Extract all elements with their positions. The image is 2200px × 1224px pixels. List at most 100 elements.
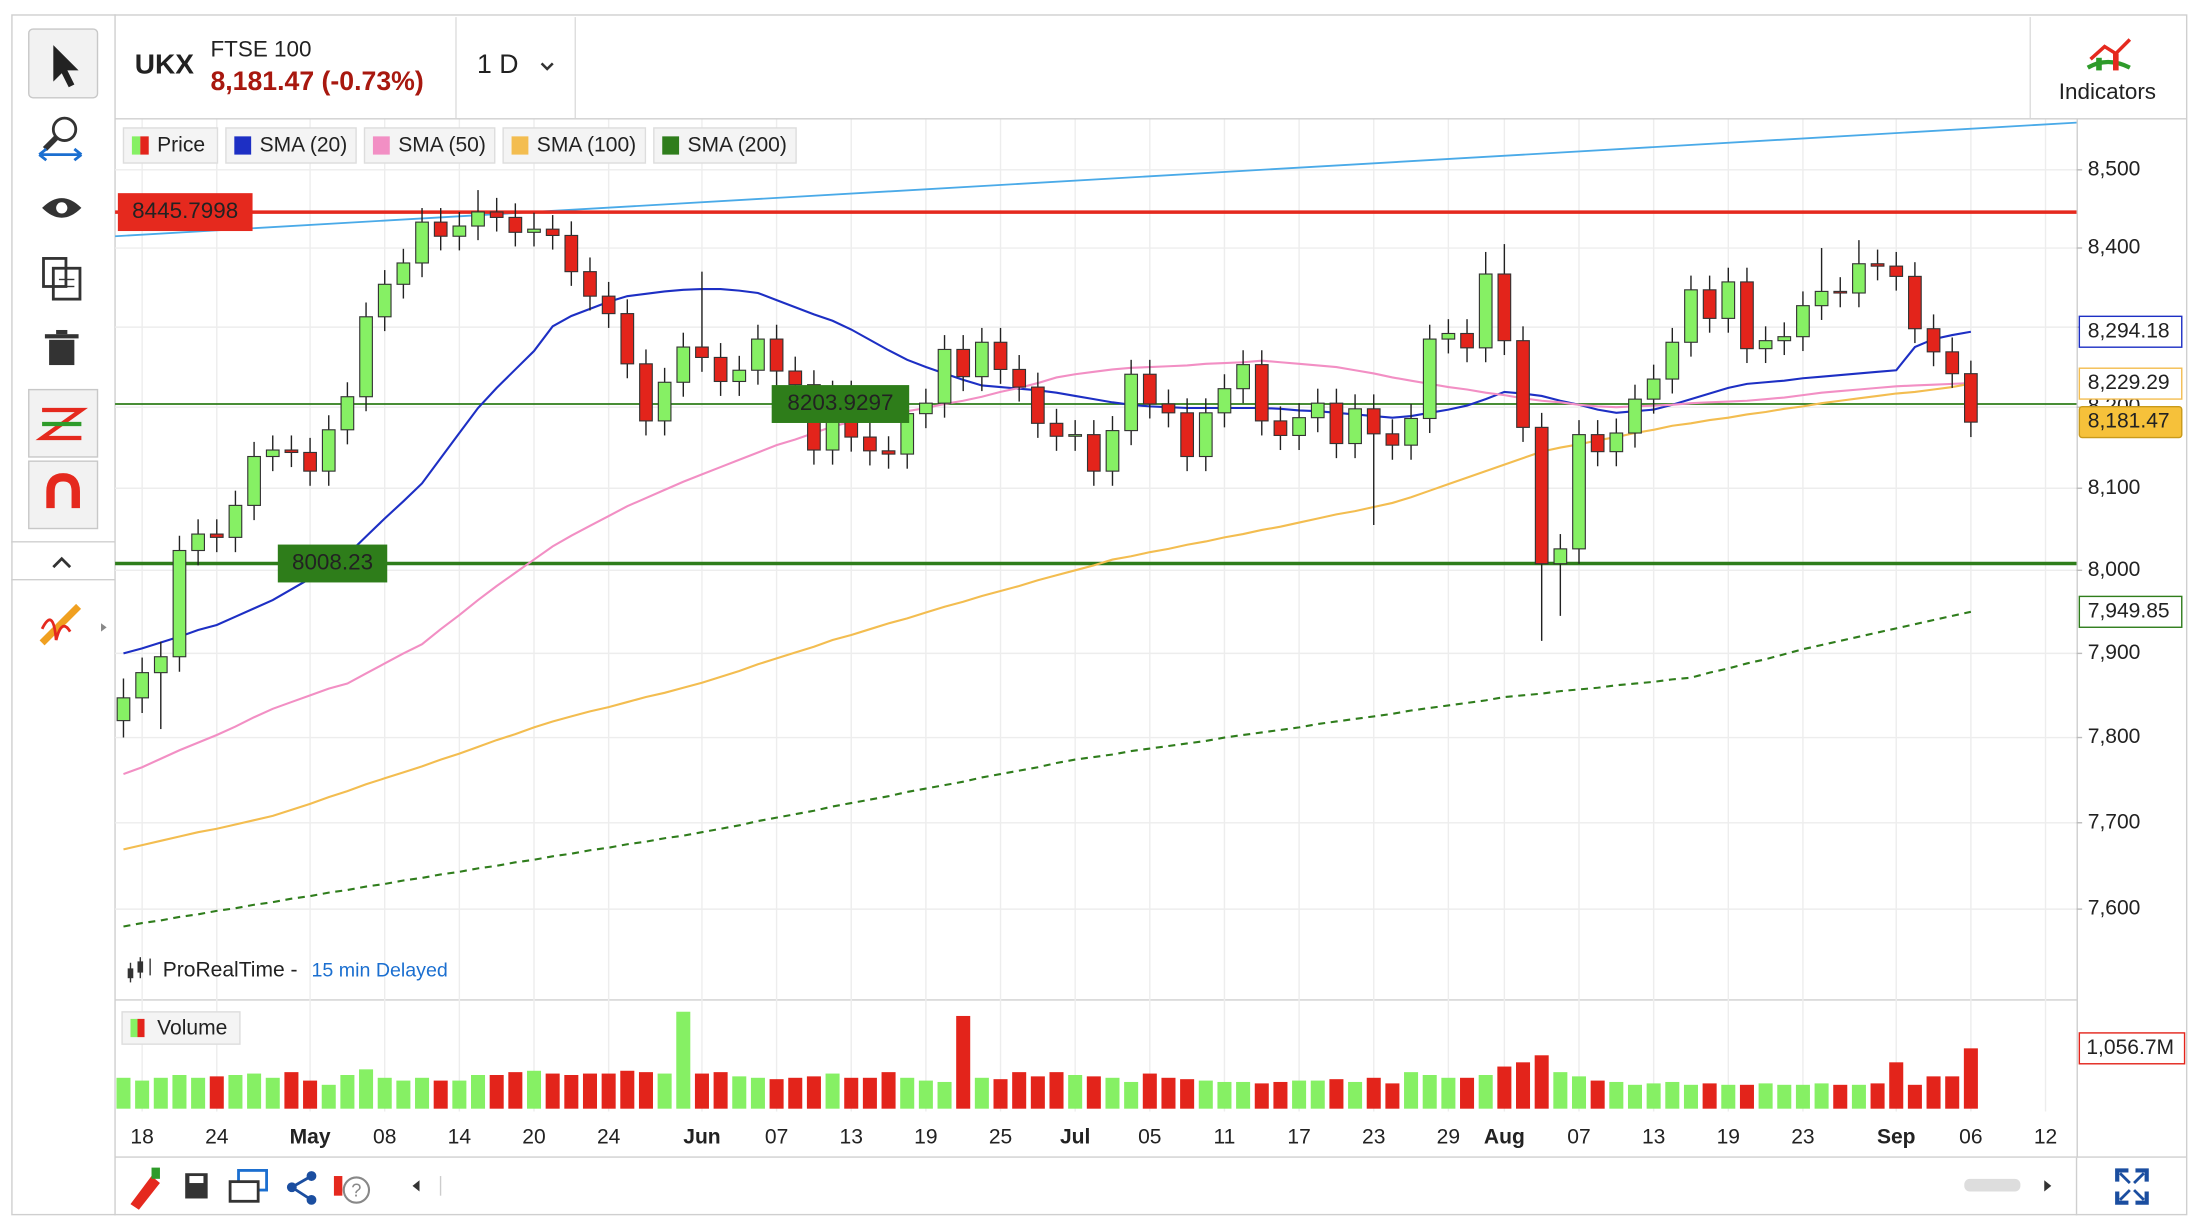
candle-body: [359, 316, 373, 398]
candle-body: [1310, 402, 1325, 419]
x-tick-label: 11: [1214, 1126, 1236, 1149]
candle-body: [1068, 434, 1083, 437]
candle-body: [601, 295, 616, 315]
x-tick-label: 24: [597, 1126, 621, 1149]
volume-swatch-down: [137, 1018, 145, 1038]
candle-body: [1180, 412, 1195, 458]
x-tick-label: 23: [1362, 1126, 1385, 1149]
last-value-box: [2078, 595, 2183, 628]
volume-bar: [956, 1015, 971, 1109]
candle-body: [1478, 273, 1493, 349]
volume-bar: [1758, 1083, 1773, 1109]
volume-bar: [545, 1073, 560, 1109]
candle-body: [433, 221, 448, 237]
x-tick-label: 18: [130, 1126, 153, 1149]
candle-body: [172, 549, 187, 658]
candle-body: [191, 533, 205, 552]
legend-swatch: [511, 136, 529, 155]
volume-bar: [1777, 1084, 1792, 1109]
volume-bar: [116, 1077, 131, 1109]
sma-line: [123, 610, 1972, 928]
tool-save[interactable]: [185, 1173, 208, 1199]
interval-chevron[interactable]: [540, 62, 554, 71]
collapse-toggle[interactable]: [52, 556, 72, 569]
candle-body: [788, 370, 803, 386]
draw-tool[interactable]: [39, 603, 107, 646]
level-label: 8008.23: [292, 549, 373, 574]
volume-bar: [1497, 1066, 1512, 1109]
x-tick-label: 20: [522, 1126, 545, 1149]
last-value-box: [2078, 367, 2183, 400]
view-tool[interactable]: [42, 198, 82, 218]
candle-body: [116, 697, 131, 722]
volume-bar: [321, 1084, 336, 1109]
delay-link[interactable]: 15 min Delayed: [311, 959, 447, 981]
volume-bar: [1889, 1062, 1904, 1109]
candle-body: [1086, 434, 1101, 472]
candle-body: [639, 363, 653, 422]
scroll-right[interactable]: [2044, 1180, 2052, 1192]
candle-body: [1516, 340, 1530, 428]
level-label: 8445.7998: [132, 198, 238, 223]
candle-body: [1348, 408, 1362, 445]
volume-bar: [396, 1080, 411, 1109]
candle-body: [452, 225, 467, 237]
legend-label: SMA (50): [398, 134, 486, 157]
volume-bar: [993, 1079, 1008, 1109]
tool-share[interactable]: [286, 1171, 317, 1205]
x-tick-label: 19: [1717, 1126, 1740, 1149]
volume-bar: [433, 1080, 448, 1109]
y-tick-label: 7,600: [2088, 897, 2141, 920]
volume-bar: [471, 1074, 486, 1109]
volume-bar: [582, 1073, 598, 1109]
candle-body: [1534, 426, 1549, 565]
fullscreen[interactable]: [2115, 1168, 2149, 1205]
volume-bar: [732, 1076, 747, 1109]
volume-bar: [191, 1077, 206, 1109]
indicators-button[interactable]: Indicators: [2059, 79, 2156, 104]
candle-body: [620, 313, 635, 365]
volume-bar: [1683, 1084, 1698, 1109]
interval[interactable]: 1 D: [477, 49, 518, 79]
volume-bar: [1870, 1083, 1885, 1109]
volume-bar: [862, 1077, 877, 1109]
volume-bar: [1478, 1074, 1493, 1109]
candle-body: [974, 341, 989, 378]
candle-body: [1926, 328, 1941, 353]
legend-swatch-down: [140, 136, 149, 155]
x-tick-label: 25: [989, 1126, 1012, 1149]
volume-bar: [657, 1073, 672, 1109]
scroll-left[interactable]: [412, 1180, 420, 1192]
copy-tool[interactable]: [42, 257, 82, 301]
x-tick-label: 14: [448, 1126, 472, 1149]
tool-help[interactable]: ?: [333, 1176, 371, 1204]
indicators-icon[interactable]: [2086, 38, 2132, 71]
volume-bar: [1161, 1077, 1176, 1109]
candle-body: [1646, 378, 1661, 400]
magnet-tool[interactable]: [28, 460, 99, 530]
level-label-box: [771, 385, 910, 423]
y-tick-label: 8,000: [2088, 558, 2141, 581]
volume-bar: [825, 1073, 840, 1109]
sma-line: [123, 287, 1972, 655]
volume-bar: [918, 1080, 933, 1109]
svg-text:?: ?: [351, 1179, 361, 1200]
delete-tool[interactable]: [44, 329, 79, 366]
candle-body: [1852, 263, 1866, 294]
scroll-thumb[interactable]: [1964, 1178, 2021, 1192]
volume-bar: [1739, 1084, 1754, 1109]
volume-bar: [265, 1077, 280, 1109]
candle-body: [1702, 289, 1717, 319]
volume-bar: [1571, 1076, 1587, 1109]
candle-body: [1945, 351, 1960, 375]
candle-body: [956, 348, 971, 378]
volume-bar: [601, 1073, 616, 1109]
tool-layout[interactable]: [228, 1169, 268, 1203]
y-tick-label: 7,900: [2088, 641, 2141, 664]
zoom-tool[interactable]: [38, 116, 83, 162]
candle-body: [1721, 281, 1736, 319]
magnet-icon: [46, 473, 80, 509]
volume-bar: [284, 1072, 299, 1109]
volume-swatch-up: [130, 1018, 138, 1038]
tool-edit[interactable]: [130, 1167, 160, 1210]
